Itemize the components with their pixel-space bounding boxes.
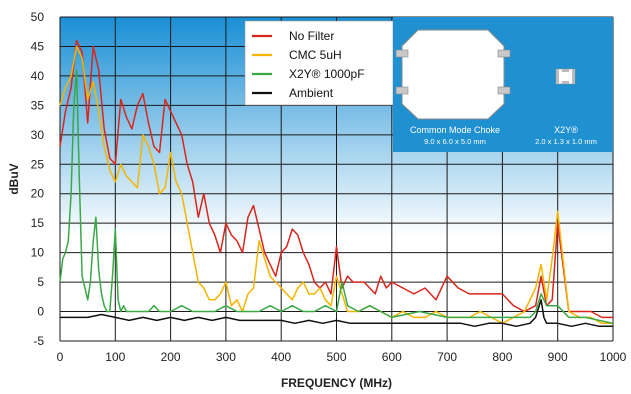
- series-line-x2y-1000pf: [59, 69, 614, 325]
- x-tick-label: 200: [161, 350, 181, 364]
- x-tick-label: 400: [271, 350, 291, 364]
- series-layer: [59, 39, 614, 328]
- y-tick-label: 0: [37, 305, 44, 319]
- x-tick-label: 700: [437, 350, 457, 364]
- y-tick-label: 20: [31, 187, 45, 201]
- y-tick-label: 15: [31, 216, 45, 230]
- legend: No Filter CMC 5uH X2Y® 1000pF Ambient: [244, 20, 394, 106]
- x-tick-label: 900: [548, 350, 568, 364]
- y-tick-label: 45: [31, 39, 45, 53]
- legend-label-no-filter: No Filter: [289, 29, 334, 43]
- inset-choke-label: Common Mode Choke: [410, 125, 500, 135]
- tick-labels: 0 100 200 300 400 500 600 700 800 900 1000 -5 0 5 10 15…: [31, 10, 627, 364]
- y-tick-label: 50: [31, 10, 45, 24]
- component-inset: Common Mode Choke 9.0 x 6.0 x 5.0 mm X2Y…: [393, 17, 613, 152]
- inset-choke-dims: 9.0 x 6.0 x 5.0 mm: [424, 137, 486, 146]
- series-line-no-filter: [59, 39, 613, 319]
- inset-x2y-label: X2Y®: [554, 125, 578, 135]
- x-tick-label: 100: [105, 350, 125, 364]
- x2y-terminal-icon: [572, 69, 575, 84]
- x2y-terminal-icon: [562, 69, 569, 72]
- x2y-terminal-icon: [556, 69, 559, 84]
- x-tick-label: 300: [216, 350, 236, 364]
- choke-pin-icon: [497, 49, 511, 58]
- y-tick-label: -5: [33, 334, 44, 348]
- y-tick-label: 35: [31, 98, 45, 112]
- choke-pin-icon: [395, 86, 409, 95]
- series-line-cmc-5uh: [59, 45, 613, 325]
- legend-label-x2y: X2Y® 1000pF: [289, 67, 365, 81]
- x-tick-label: 0: [57, 350, 64, 364]
- x-tick-label: 600: [382, 350, 402, 364]
- x-axis-label: FREQUENCY (MHz): [281, 376, 392, 390]
- y-tick-label: 25: [31, 157, 45, 171]
- inset-x2y-dims: 2.0 x 1.3 x 1.0 mm: [535, 137, 597, 146]
- choke-pin-icon: [497, 86, 511, 95]
- x-tick-label: 800: [492, 350, 512, 364]
- y-tick-label: 40: [31, 69, 45, 83]
- y-tick-label: 30: [31, 128, 45, 142]
- y-tick-label: 5: [37, 275, 44, 289]
- choke-pin-icon: [395, 49, 409, 58]
- x-tick-label: 500: [326, 350, 346, 364]
- legend-label-cmc: CMC 5uH: [289, 48, 342, 62]
- x-tick-label: 1000: [600, 350, 627, 364]
- series-line-ambient: [60, 299, 613, 328]
- y-tick-label: 10: [31, 246, 45, 260]
- x2y-terminal-icon: [562, 81, 569, 84]
- y-axis-label: dBuV: [7, 163, 21, 194]
- legend-label-ambient: Ambient: [289, 86, 334, 100]
- common-mode-choke-icon: [401, 29, 505, 120]
